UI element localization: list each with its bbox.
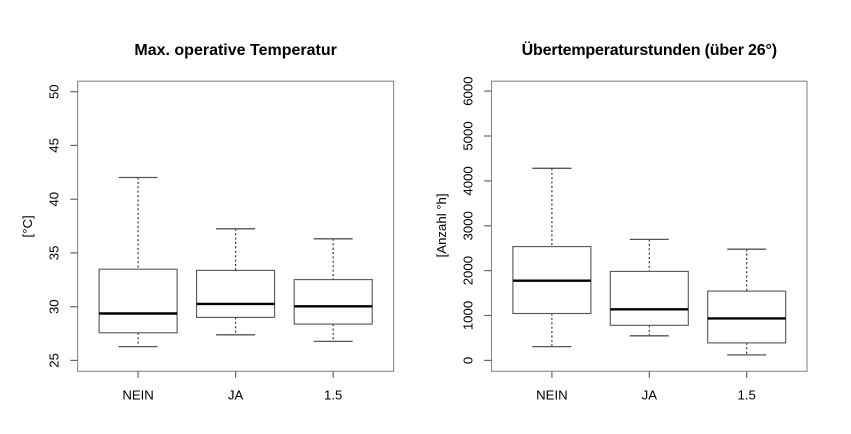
svg-text:1000: 1000	[460, 301, 475, 330]
svg-text:30: 30	[47, 299, 62, 314]
svg-text:0: 0	[460, 357, 475, 364]
svg-text:1.5: 1.5	[738, 387, 756, 402]
svg-text:[°C]: [°C]	[20, 215, 35, 237]
svg-text:4000: 4000	[460, 166, 475, 195]
svg-text:2000: 2000	[460, 256, 475, 285]
svg-text:NEIN: NEIN	[536, 387, 568, 402]
svg-text:NEIN: NEIN	[122, 387, 154, 402]
svg-text:5000: 5000	[460, 121, 475, 150]
svg-text:Übertemperaturstunden (über 26: Übertemperaturstunden (über 26°)	[522, 40, 777, 59]
svg-text:45: 45	[47, 138, 62, 153]
svg-text:40: 40	[47, 192, 62, 207]
svg-text:6000: 6000	[460, 76, 475, 105]
svg-text:[Anzahl °h]: [Anzahl °h]	[434, 193, 449, 257]
svg-text:50: 50	[47, 84, 62, 99]
svg-text:Max. operative Temperatur: Max. operative Temperatur	[134, 42, 336, 59]
svg-text:3000: 3000	[460, 211, 475, 240]
svg-text:JA: JA	[642, 387, 658, 402]
svg-text:35: 35	[47, 246, 62, 261]
svg-text:JA: JA	[228, 387, 244, 402]
svg-text:25: 25	[47, 353, 62, 368]
svg-text:1.5: 1.5	[324, 387, 342, 402]
